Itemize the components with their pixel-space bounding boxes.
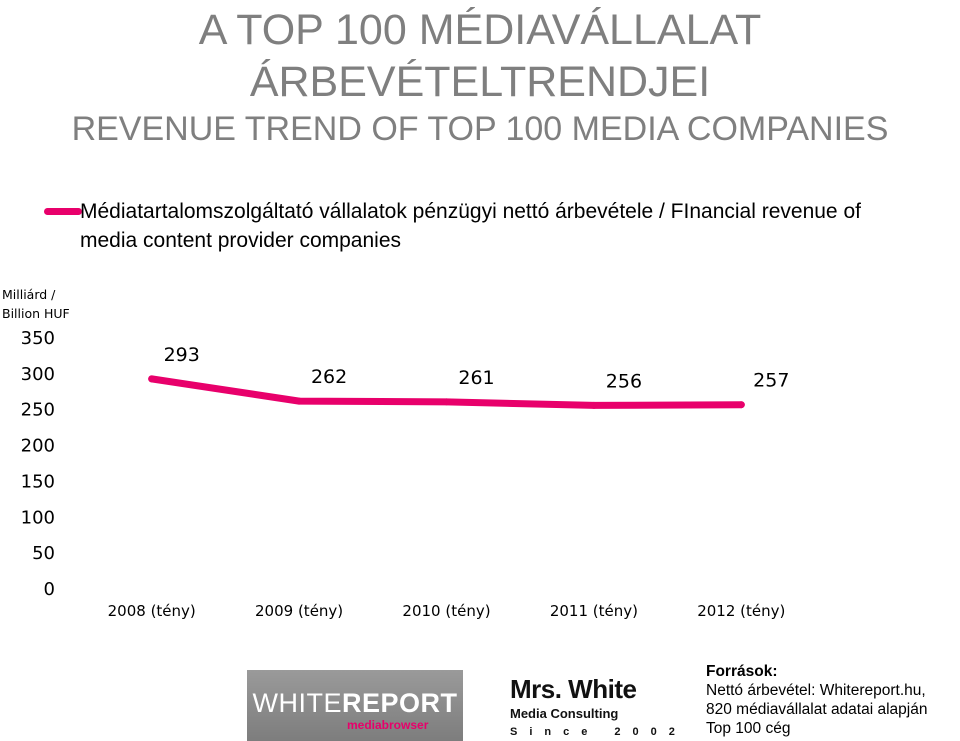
- title-line-1-text: A TOP 100 MÉDIAVÁLLALAT: [198, 6, 762, 54]
- sources-block: Források: Nettó árbevétel: Whitereport.h…: [706, 662, 960, 738]
- title-line-2: ÁRBEVÉTELTRENDJEI: [249, 58, 711, 106]
- x-tick-label: 2009 (tény): [255, 602, 343, 620]
- data-label: 256: [606, 370, 642, 392]
- sources-line-3: Top 100 cég: [706, 720, 791, 737]
- whitereport-logo-report: REPORT: [341, 688, 458, 718]
- y-axis-ticks: 0 50 100 150 200 250 300 350: [21, 328, 55, 600]
- data-label: 262: [311, 366, 347, 388]
- data-point: [148, 375, 156, 383]
- data-point: [737, 401, 745, 409]
- y-tick-label: 250: [21, 400, 55, 421]
- mrswhite-logo-name: Mrs. White: [510, 674, 637, 704]
- line-chart: 0 50 100 150 200 250 300 350 2008 (tény) 2009 (t…: [21, 328, 790, 620]
- x-axis-ticks: 2008 (tény) 2009 (tény) 2010 (tény) 2011 (t…: [108, 602, 786, 620]
- y-axis-unit-label: Milliárd / Billion HUF: [2, 287, 70, 321]
- y-tick-label: 50: [32, 543, 55, 564]
- legend-swatch: [44, 208, 82, 215]
- data-label: 293: [164, 344, 200, 366]
- y-tick-label: 300: [21, 364, 55, 385]
- y-tick-label: 150: [21, 471, 55, 492]
- data-point: [590, 401, 598, 409]
- mrswhite-logo-since: Since 2002: [510, 726, 687, 738]
- data-point: [295, 397, 303, 405]
- whitereport-logo-white: WHITE: [252, 688, 342, 718]
- x-tick-label: 2010 (tény): [402, 602, 490, 620]
- sources-heading: Források:: [706, 663, 778, 680]
- subtitle: REVENUE TREND OF TOP 100 MEDIA COMPANIES: [71, 110, 889, 148]
- data-label: 257: [753, 370, 789, 392]
- data-labels: 293 262 261 256 257: [164, 344, 790, 393]
- legend-label: Médiatartalomszolgáltató vállalatok pénz…: [80, 200, 861, 252]
- mrswhite-logo-sub: Media Consulting: [510, 706, 619, 721]
- data-label: 261: [458, 367, 494, 389]
- mrswhite-logo: Mrs. White Media Consulting Since 2002: [508, 674, 675, 741]
- whitereport-logo-sub: mediabrowser: [347, 718, 429, 732]
- x-tick-label: 2011 (tény): [550, 602, 638, 620]
- data-point: [443, 398, 450, 406]
- y-tick-label: 100: [21, 507, 55, 528]
- y-tick-label: 350: [21, 328, 55, 349]
- x-tick-label: 2008 (tény): [108, 602, 196, 620]
- series-group: [148, 375, 745, 409]
- y-tick-label: 200: [21, 436, 55, 457]
- sources-line-2: 820 médiavállalat adatai alapján: [706, 701, 928, 718]
- sources-line-1: Nettó árbevétel: Whitereport.hu,: [706, 682, 926, 699]
- y-tick-label: 0: [44, 579, 55, 600]
- whitereport-logo-main: WHITEREPORT: [247, 688, 463, 719]
- whitereport-logo: WHITEREPORT mediabrowser: [247, 670, 463, 741]
- x-tick-label: 2012 (tény): [697, 602, 785, 620]
